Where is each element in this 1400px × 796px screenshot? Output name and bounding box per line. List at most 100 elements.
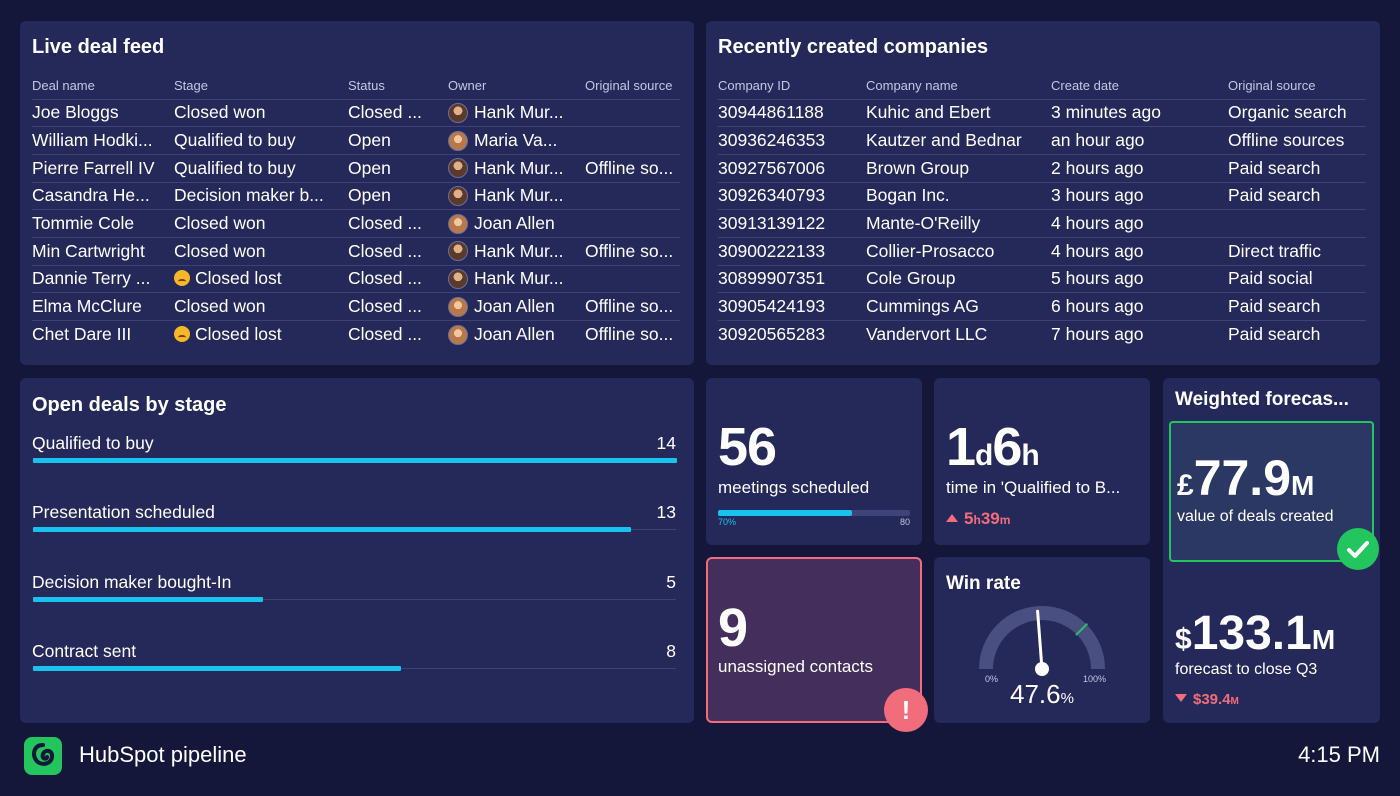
table-row[interactable]: 30936246353 Kautzer and Bednar an hour ago… xyxy=(718,126,1366,155)
change-value: $39.4 xyxy=(1193,691,1231,708)
panel-title: Win rate xyxy=(946,573,1021,594)
table-row[interactable]: Min Cartwright Closed won Closed ... Hank M… xyxy=(32,237,680,266)
table-row[interactable]: 30944861188 Kuhic and Ebert 3 minutes ago O… xyxy=(718,99,1366,128)
panel-title: Recently created companies xyxy=(718,36,989,58)
created-unit: M xyxy=(1291,470,1315,501)
table-row[interactable]: 30927567006 Brown Group 2 hours ago Paid se… xyxy=(718,154,1366,183)
close-unit: M xyxy=(1311,624,1336,655)
deal-source xyxy=(585,182,680,211)
company-name[interactable]: Kautzer and Bednar xyxy=(866,126,1051,155)
table-header-row: Company ID Company name Create date Orig… xyxy=(718,73,1366,100)
avatar xyxy=(448,324,468,345)
deal-source: Offline so... xyxy=(585,154,680,183)
table-row[interactable]: William Hodki... Qualified to buy Open Mari… xyxy=(32,126,680,155)
panel-title: Open deals by stage xyxy=(32,394,227,416)
meetings-count: 56 xyxy=(718,417,777,477)
column-header[interactable]: Stage xyxy=(174,73,348,100)
alert-icon: ! xyxy=(884,688,928,732)
deal-stage-cell: Closed lost xyxy=(174,321,348,349)
avatar xyxy=(448,185,468,206)
table-row[interactable]: Tommie Cole Closed won Closed ... Joan Alle… xyxy=(32,209,680,238)
deal-name[interactable]: Joe Bloggs xyxy=(32,99,174,128)
company-name[interactable]: Kuhic and Ebert xyxy=(866,99,1051,128)
deal-name[interactable]: Casandra He... xyxy=(32,182,174,211)
deal-name[interactable]: Chet Dare III xyxy=(32,324,132,345)
company-create-date: 3 hours ago xyxy=(1051,182,1228,211)
deal-status: Closed ... xyxy=(348,237,448,266)
stage-value: 13 xyxy=(656,502,676,522)
deal-stage: Closed won xyxy=(174,213,266,234)
company-id: 30944861188 xyxy=(718,99,866,128)
change-minutes: 39 xyxy=(980,509,1000,528)
meetings-label: meetings scheduled xyxy=(718,478,870,497)
company-source: Paid search xyxy=(1228,182,1366,211)
gauge-target-tick xyxy=(1075,622,1089,636)
table-row[interactable]: 30899907351 Cole Group 5 hours ago Paid soc… xyxy=(718,265,1366,294)
table-row[interactable]: Elma McClure Closed won Closed ... Joan All… xyxy=(32,292,680,321)
change-unit: M xyxy=(1230,696,1239,707)
company-source: Organic search xyxy=(1228,99,1366,128)
deal-source: Offline so... xyxy=(585,292,680,321)
deal-status: Closed ... xyxy=(348,324,422,345)
column-header[interactable]: Owner xyxy=(448,73,585,100)
table-row[interactable]: Casandra He... Decision maker b... Open Han… xyxy=(32,182,680,211)
deal-status: Closed ... xyxy=(348,99,448,128)
company-name[interactable]: Brown Group xyxy=(866,154,1051,183)
deal-owner-cell: Hank Mur... xyxy=(448,182,585,211)
table-row[interactable]: Joe Bloggs Closed won Closed ... Hank Mur..… xyxy=(32,99,680,128)
company-name[interactable]: Cummings AG xyxy=(866,292,1051,321)
deal-source: Offline so... xyxy=(585,237,680,266)
company-id: 30920565283 xyxy=(718,324,826,345)
decrease-arrow-icon xyxy=(946,514,958,522)
stage-bar-row[interactable]: Decision maker bought-In 5 xyxy=(32,572,676,604)
company-source: Offline sources xyxy=(1228,126,1366,155)
table-row[interactable]: 30913139122 Mante-O'Reilly 4 hours ago xyxy=(718,209,1366,238)
stage-bar-row[interactable]: Contract sent 8 xyxy=(32,641,676,673)
weighted-forecast-panel: Weighted forecas... £77.9M value of deal… xyxy=(1163,378,1380,723)
change-minutes-unit: m xyxy=(999,513,1011,527)
avatar xyxy=(448,296,468,317)
table-row[interactable]: 30900222133 Collier-Prosacco 4 hours ago Di… xyxy=(718,237,1366,266)
stage-label: Presentation scheduled xyxy=(32,502,215,522)
column-header[interactable]: Create date xyxy=(1051,73,1228,100)
table-row[interactable]: 30920565283 Vandervort LLC 7 hours ago Paid… xyxy=(718,321,1366,349)
deal-stage: Closed lost xyxy=(195,324,282,345)
company-id: 30913139122 xyxy=(718,209,866,238)
company-name[interactable]: Cole Group xyxy=(866,265,1051,294)
win-rate-gauge xyxy=(979,606,1105,676)
column-header[interactable]: Company name xyxy=(866,73,1051,100)
deal-name[interactable]: Tommie Cole xyxy=(32,209,174,238)
deal-name[interactable]: William Hodki... xyxy=(32,126,174,155)
table-row[interactable]: Dannie Terry ... Closed lost Closed ... Han… xyxy=(32,265,680,294)
avatar xyxy=(448,213,468,234)
table-row[interactable]: Pierre Farrell IV Qualified to buy Open Han… xyxy=(32,154,680,183)
deal-stage-cell: Closed lost xyxy=(174,265,348,294)
company-id: 30899907351 xyxy=(718,265,866,294)
deal-feed-table: Deal name Stage Status Owner Original so… xyxy=(32,73,680,348)
deal-name[interactable]: Pierre Farrell IV xyxy=(32,154,174,183)
company-name[interactable]: Mante-O'Reilly xyxy=(866,209,1051,238)
company-source xyxy=(1228,209,1366,238)
company-source: Paid search xyxy=(1228,154,1366,183)
deal-status: Open xyxy=(348,154,448,183)
avatar xyxy=(448,158,468,179)
column-header[interactable]: Original source xyxy=(1228,73,1366,100)
stage-bar-row[interactable]: Qualified to buy 14 xyxy=(32,433,677,465)
deal-stage-cell: Decision maker b... xyxy=(174,182,348,211)
table-row[interactable]: 30905424193 Cummings AG 6 hours ago Paid se… xyxy=(718,292,1366,321)
deal-name[interactable]: Elma McClure xyxy=(32,292,174,321)
company-name[interactable]: Vandervort LLC xyxy=(866,324,988,345)
company-name[interactable]: Collier-Prosacco xyxy=(866,237,1051,266)
column-header[interactable]: Deal name xyxy=(32,73,174,100)
deal-name[interactable]: Min Cartwright xyxy=(32,237,174,266)
table-row[interactable]: Chet Dare III Closed lost Closed ... Joan A… xyxy=(32,321,680,349)
column-header[interactable]: Company ID xyxy=(718,73,866,100)
company-name[interactable]: Bogan Inc. xyxy=(866,182,1051,211)
stage-bar-row[interactable]: Presentation scheduled 13 xyxy=(32,502,676,534)
table-row[interactable]: 30926340793 Bogan Inc. 3 hours ago Paid sea… xyxy=(718,182,1366,211)
column-header[interactable]: Status xyxy=(348,73,448,100)
deal-owner: Hank Mur... xyxy=(474,268,564,289)
column-header[interactable]: Original source xyxy=(585,73,680,100)
deal-name[interactable]: Dannie Terry ... xyxy=(32,265,174,294)
unassigned-count: 9 xyxy=(718,598,748,658)
